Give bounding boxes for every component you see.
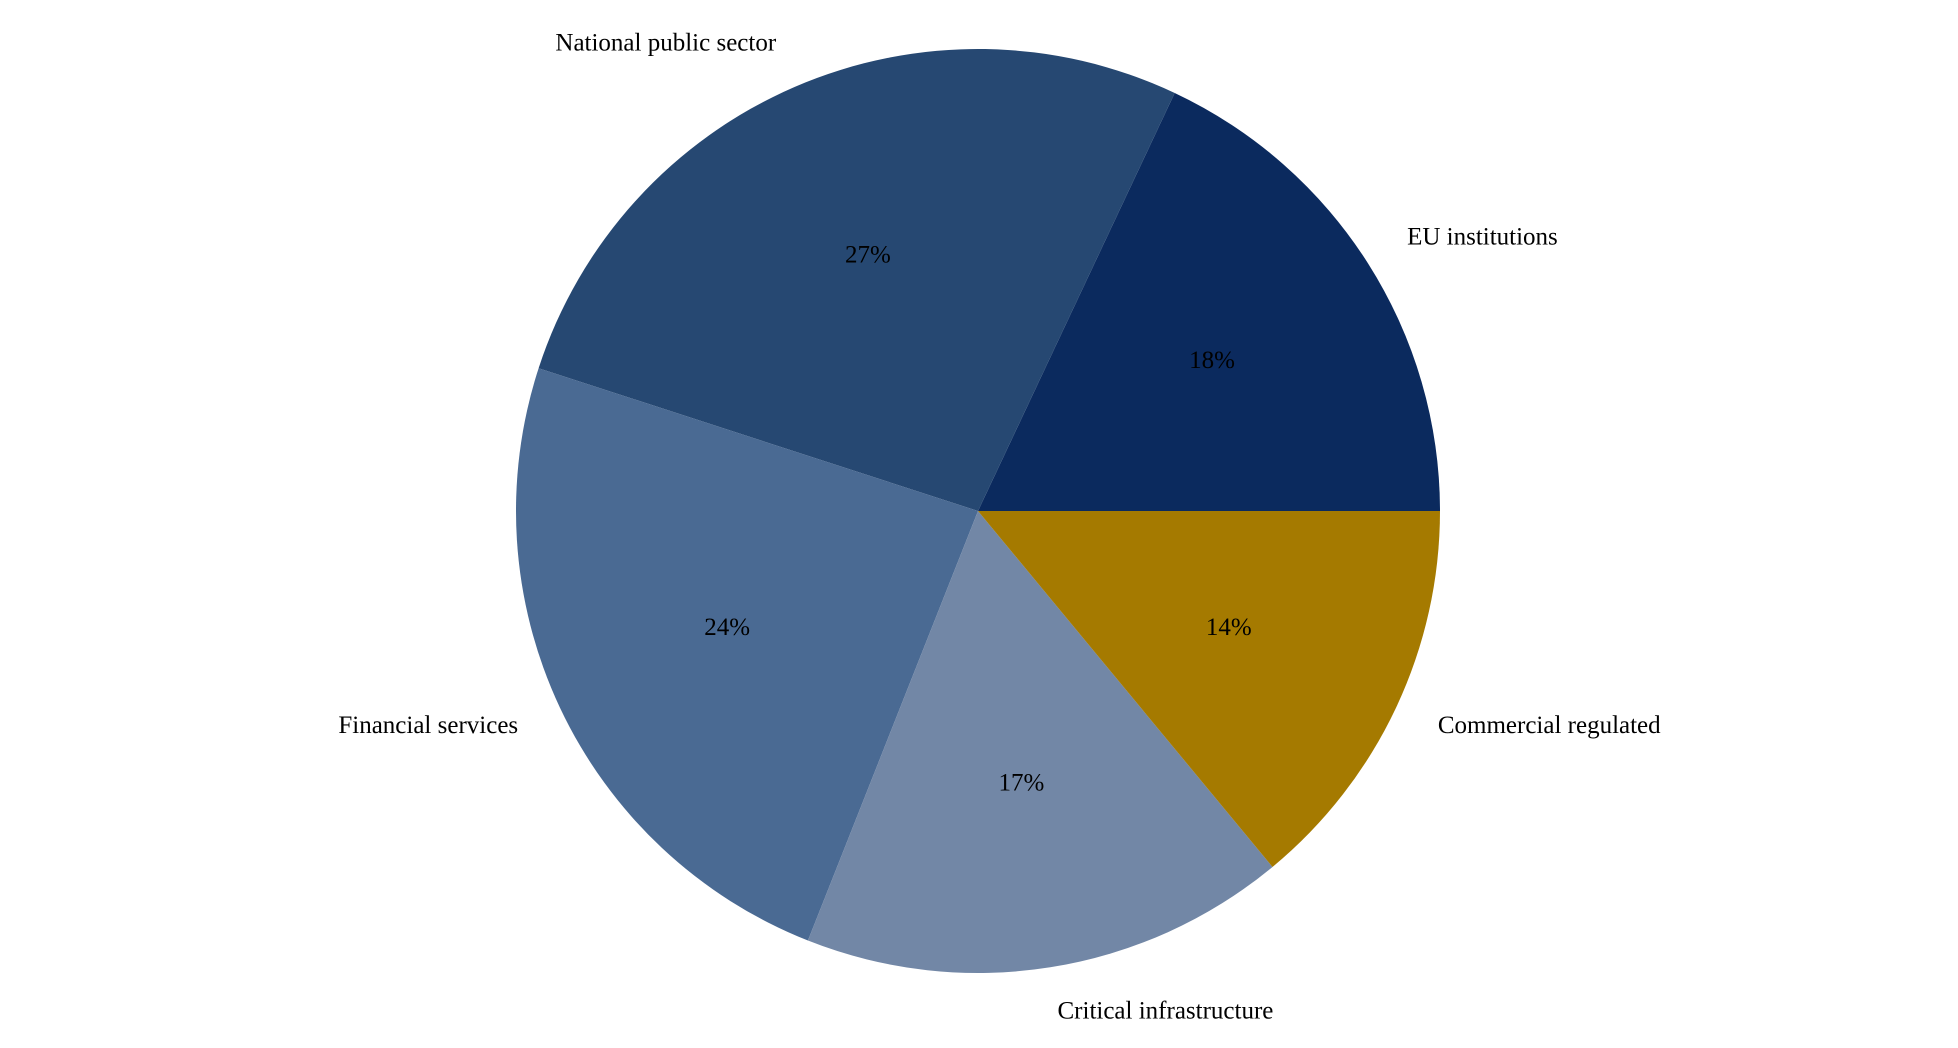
value-label: 27%: [845, 241, 891, 268]
category-label: EU institutions: [1407, 223, 1558, 250]
category-label: National public sector: [555, 29, 776, 56]
category-label: Financial services: [338, 712, 518, 739]
pie-slice: [807, 511, 1273, 973]
pie-slice: [515, 368, 978, 941]
category-label: Commercial regulated: [1438, 712, 1661, 739]
value-label: 17%: [998, 770, 1044, 797]
value-label: 24%: [704, 614, 750, 641]
pie-slice: [978, 511, 1440, 867]
value-label: 18%: [1189, 347, 1235, 374]
pie-slice: [978, 92, 1440, 511]
value-label: 14%: [1206, 614, 1252, 641]
category-label: Critical infrastructure: [1058, 998, 1274, 1025]
pie-slice: [538, 48, 1175, 512]
